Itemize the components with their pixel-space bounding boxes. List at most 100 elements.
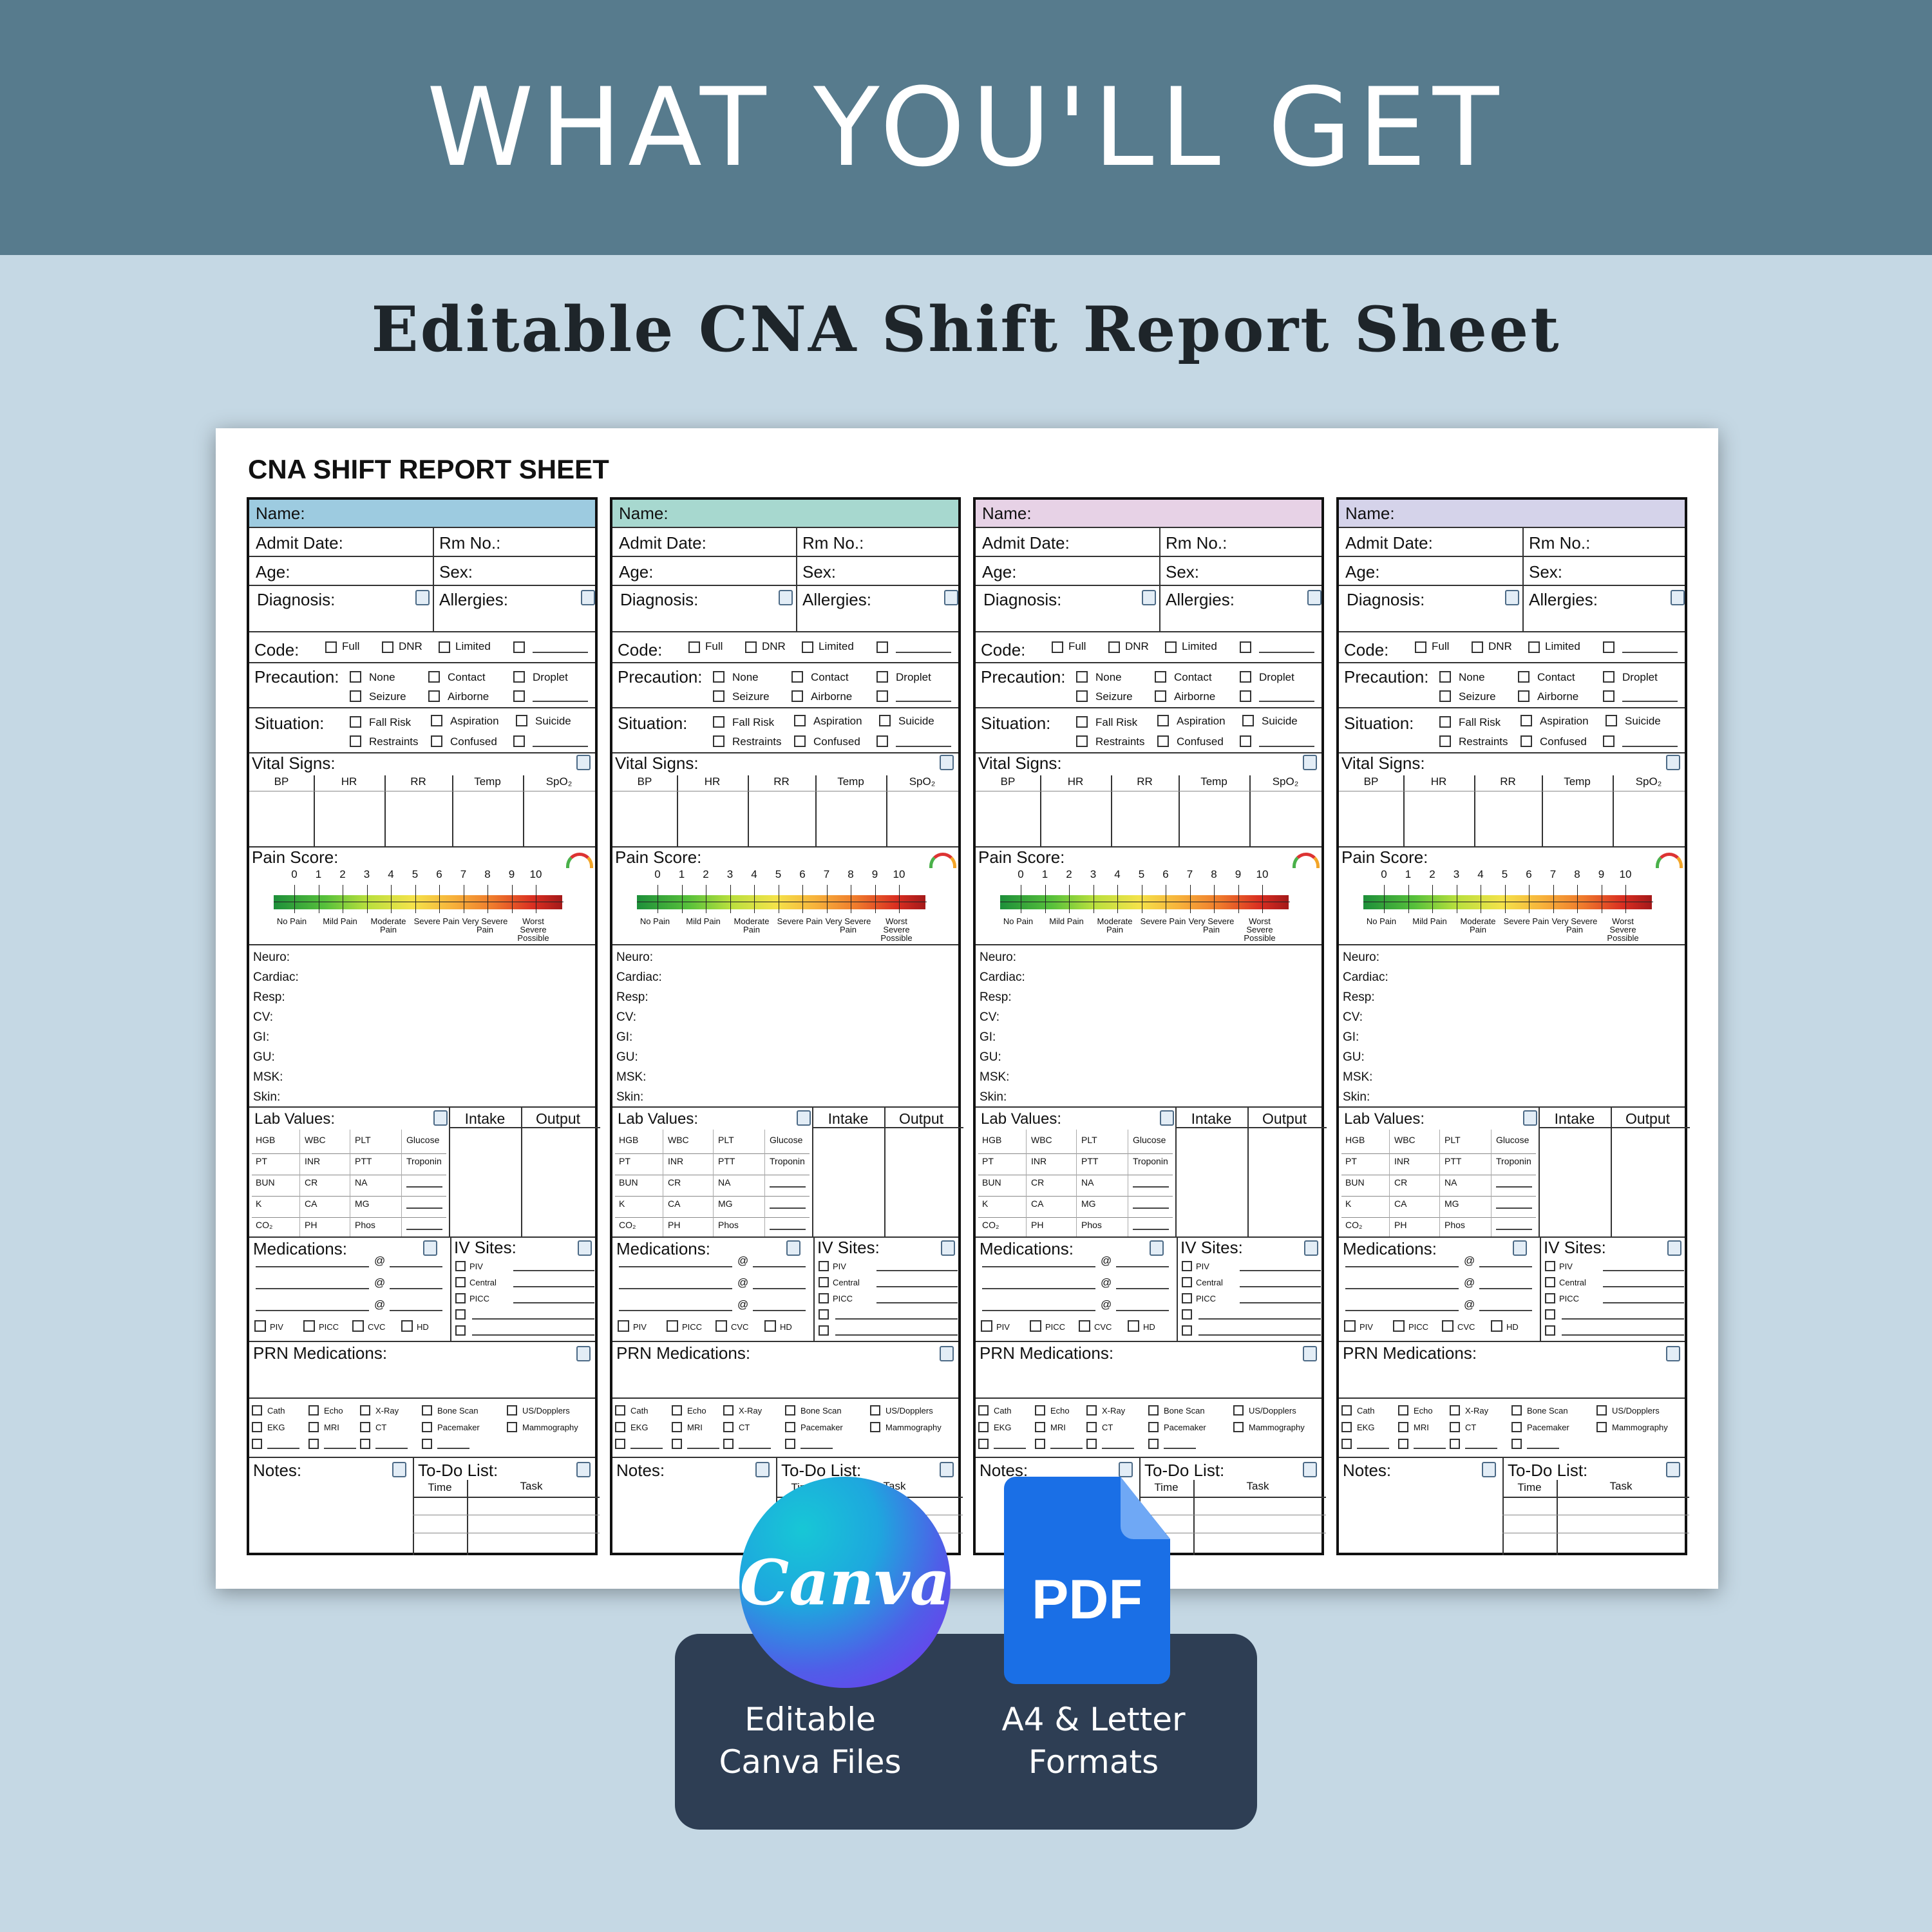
line-type-checkbox[interactable] [1393, 1320, 1405, 1332]
situation-checkbox[interactable] [713, 716, 724, 728]
test-checkbox[interactable] [672, 1422, 682, 1432]
situation-checkbox[interactable] [1076, 735, 1088, 747]
precaution-checkbox[interactable] [1240, 671, 1251, 683]
code-checkbox[interactable] [802, 641, 813, 653]
precaution-checkbox[interactable] [1439, 671, 1451, 683]
line-type-checkbox[interactable] [1442, 1320, 1454, 1332]
test-checkbox[interactable] [1148, 1422, 1159, 1432]
iv-checkbox[interactable] [1182, 1261, 1192, 1271]
test-checkbox[interactable] [785, 1405, 795, 1416]
situation-checkbox[interactable] [1520, 735, 1532, 747]
test-checkbox[interactable] [1341, 1439, 1352, 1449]
line-type-checkbox[interactable] [303, 1320, 315, 1332]
test-checkbox[interactable] [360, 1422, 370, 1432]
test-checkbox[interactable] [785, 1439, 795, 1449]
test-checkbox[interactable] [723, 1422, 734, 1432]
situation-checkbox[interactable] [1605, 715, 1617, 726]
iv-checkbox[interactable] [1182, 1293, 1192, 1303]
test-checkbox[interactable] [615, 1405, 625, 1416]
test-checkbox[interactable] [422, 1422, 432, 1432]
iv-checkbox[interactable] [455, 1277, 466, 1287]
situation-checkbox[interactable] [1157, 715, 1169, 726]
test-checkbox[interactable] [723, 1405, 734, 1416]
test-checkbox[interactable] [1233, 1422, 1244, 1432]
test-checkbox[interactable] [1450, 1422, 1460, 1432]
situation-checkbox[interactable] [876, 735, 888, 747]
situation-checkbox[interactable] [431, 735, 442, 747]
iv-checkbox[interactable] [1182, 1277, 1192, 1287]
code-checkbox[interactable] [439, 641, 450, 653]
test-checkbox[interactable] [507, 1405, 517, 1416]
situation-checkbox[interactable] [794, 715, 806, 726]
precaution-checkbox[interactable] [713, 690, 724, 702]
test-checkbox[interactable] [870, 1405, 880, 1416]
line-type-checkbox[interactable] [1344, 1320, 1356, 1332]
line-type-checkbox[interactable] [352, 1320, 364, 1332]
code-checkbox[interactable] [513, 641, 525, 653]
situation-checkbox[interactable] [516, 715, 527, 726]
iv-checkbox[interactable] [1545, 1325, 1555, 1336]
precaution-checkbox[interactable] [1603, 690, 1615, 702]
test-checkbox[interactable] [1511, 1439, 1522, 1449]
precaution-checkbox[interactable] [513, 690, 525, 702]
code-checkbox[interactable] [1240, 641, 1251, 653]
test-checkbox[interactable] [1450, 1405, 1460, 1416]
precaution-checkbox[interactable] [1518, 671, 1530, 683]
code-checkbox[interactable] [1052, 641, 1063, 653]
test-checkbox[interactable] [615, 1439, 625, 1449]
iv-checkbox[interactable] [819, 1293, 829, 1303]
test-checkbox[interactable] [252, 1405, 262, 1416]
test-checkbox[interactable] [1035, 1405, 1045, 1416]
precaution-checkbox[interactable] [876, 690, 888, 702]
test-checkbox[interactable] [360, 1405, 370, 1416]
test-checkbox[interactable] [1086, 1405, 1097, 1416]
code-checkbox[interactable] [745, 641, 757, 653]
precaution-checkbox[interactable] [428, 671, 440, 683]
iv-checkbox[interactable] [819, 1309, 829, 1320]
test-checkbox[interactable] [1148, 1405, 1159, 1416]
iv-checkbox[interactable] [455, 1325, 466, 1336]
test-checkbox[interactable] [1233, 1405, 1244, 1416]
situation-checkbox[interactable] [1157, 735, 1169, 747]
line-type-checkbox[interactable] [764, 1320, 776, 1332]
test-checkbox[interactable] [308, 1439, 319, 1449]
situation-checkbox[interactable] [1076, 716, 1088, 728]
test-checkbox[interactable] [360, 1439, 370, 1449]
code-checkbox[interactable] [1108, 641, 1120, 653]
situation-checkbox[interactable] [1439, 735, 1451, 747]
test-checkbox[interactable] [1596, 1405, 1607, 1416]
test-checkbox[interactable] [1086, 1422, 1097, 1432]
test-checkbox[interactable] [308, 1405, 319, 1416]
test-checkbox[interactable] [1450, 1439, 1460, 1449]
code-checkbox[interactable] [325, 641, 337, 653]
precaution-checkbox[interactable] [876, 671, 888, 683]
test-checkbox[interactable] [870, 1422, 880, 1432]
situation-checkbox[interactable] [350, 735, 361, 747]
code-checkbox[interactable] [1603, 641, 1615, 653]
line-type-checkbox[interactable] [981, 1320, 992, 1332]
iv-checkbox[interactable] [455, 1293, 466, 1303]
test-checkbox[interactable] [252, 1422, 262, 1432]
situation-checkbox[interactable] [513, 735, 525, 747]
precaution-checkbox[interactable] [1240, 690, 1251, 702]
test-checkbox[interactable] [672, 1439, 682, 1449]
iv-checkbox[interactable] [455, 1261, 466, 1271]
line-type-checkbox[interactable] [1128, 1320, 1139, 1332]
code-checkbox[interactable] [382, 641, 393, 653]
code-checkbox[interactable] [1165, 641, 1177, 653]
iv-checkbox[interactable] [455, 1309, 466, 1320]
test-checkbox[interactable] [615, 1422, 625, 1432]
test-checkbox[interactable] [1398, 1439, 1408, 1449]
code-checkbox[interactable] [1472, 641, 1483, 653]
line-type-checkbox[interactable] [1030, 1320, 1041, 1332]
precaution-checkbox[interactable] [1603, 671, 1615, 683]
test-checkbox[interactable] [1511, 1405, 1522, 1416]
situation-checkbox[interactable] [1520, 715, 1532, 726]
test-checkbox[interactable] [1086, 1439, 1097, 1449]
precaution-checkbox[interactable] [1155, 671, 1166, 683]
precaution-checkbox[interactable] [513, 671, 525, 683]
test-checkbox[interactable] [1398, 1422, 1408, 1432]
line-type-checkbox[interactable] [715, 1320, 727, 1332]
test-checkbox[interactable] [422, 1405, 432, 1416]
iv-checkbox[interactable] [819, 1277, 829, 1287]
